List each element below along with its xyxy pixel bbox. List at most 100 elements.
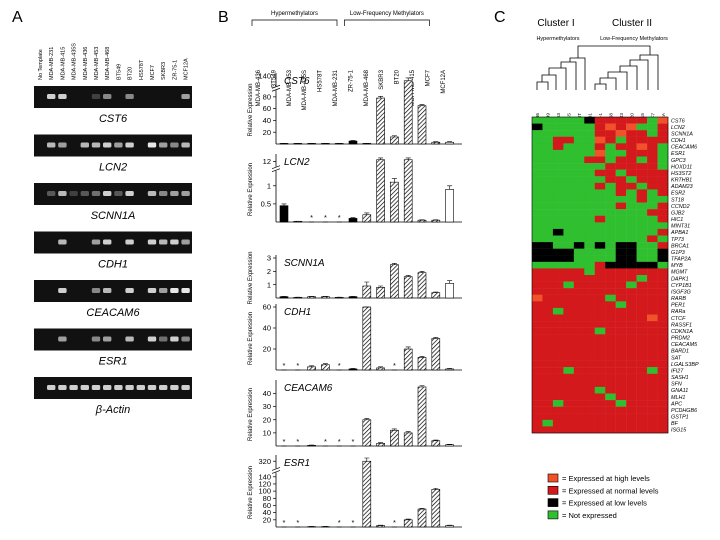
heatmap-cell (552, 380, 564, 388)
heatmap-cell (532, 301, 543, 309)
gel-band (159, 239, 168, 245)
gene-label: MINT31 (671, 224, 690, 230)
heatmap-cell (563, 314, 575, 322)
gel-band (181, 336, 190, 342)
heatmap-cell (552, 367, 564, 374)
heatmap-cell (584, 268, 595, 276)
gel-band (103, 239, 112, 245)
heatmap-cell (657, 360, 669, 368)
heatmap-cell (552, 242, 564, 249)
heatmap-cell (636, 281, 648, 289)
heatmap-cell (647, 294, 658, 302)
heatmap-cell (573, 281, 585, 289)
heatmap-cell (605, 288, 616, 295)
heatmap-cell (657, 117, 669, 124)
gene-label: ESR2 (671, 191, 685, 197)
gene-label: RASSF1 (671, 322, 692, 328)
heatmap-cell (657, 209, 669, 216)
heatmap-cell (657, 419, 669, 427)
axis-break (271, 165, 281, 170)
heatmap-cell (563, 294, 575, 302)
heatmap-cell (605, 123, 616, 131)
heatmap-cell (636, 373, 648, 381)
gel-label: ESR1 (99, 356, 128, 368)
gel-band (114, 191, 123, 196)
heatmap-cell (626, 386, 637, 394)
gel-band (81, 240, 89, 245)
heatmap-cell (594, 406, 606, 414)
gene-label: TFAP2A (671, 257, 691, 263)
heatmap-cell (626, 327, 637, 335)
heatmap-cell (584, 123, 595, 131)
heatmap-cell (584, 222, 595, 230)
y-tick-label: 40 (263, 116, 271, 125)
heatmap-cell (542, 307, 554, 315)
gel-band (148, 94, 156, 99)
heatmap-cell (636, 130, 648, 137)
lane-label: HS578T (139, 59, 145, 80)
heatmap-cell (657, 235, 669, 243)
heatmap-cell (532, 143, 543, 151)
gene-label: ST18 (671, 197, 684, 203)
heatmap-cell (573, 400, 585, 407)
heatmap-cell (594, 275, 606, 282)
not-detected-mark: * (338, 361, 341, 370)
heatmap-cell (605, 354, 616, 361)
heatmap-cell (594, 215, 606, 223)
heatmap-cell (552, 268, 564, 276)
gel-band (91, 239, 101, 245)
gel-band (170, 385, 179, 390)
heatmap-cell (563, 149, 575, 157)
heatmap-cell (647, 176, 658, 184)
heatmap-cell (636, 294, 648, 302)
heatmap-cell (584, 156, 595, 164)
error-bar (447, 368, 453, 369)
heatmap-cell (573, 123, 585, 131)
heatmap-cell (615, 255, 627, 263)
heatmap-cell (584, 169, 595, 177)
gel-band (36, 143, 44, 148)
heatmap-cell (605, 202, 616, 210)
heatmap-cell (636, 235, 648, 243)
heatmap-cell (647, 209, 658, 216)
heatmap-cell (532, 367, 543, 374)
heatmap-cell (563, 189, 575, 197)
gel-band (114, 337, 122, 342)
gel-band (36, 288, 44, 293)
heatmap-cell (647, 242, 658, 249)
y-axis-label: Relative Expression (248, 466, 254, 519)
heatmap-cell (626, 136, 637, 144)
gene-label: CTCF (671, 316, 686, 322)
heatmap-cell (657, 301, 669, 309)
heatmap-cell (657, 347, 669, 355)
heatmap-cell (542, 400, 554, 407)
heatmap-cell (594, 163, 606, 170)
gel-band (58, 336, 67, 342)
gene-label: TP73 (671, 237, 684, 243)
gel-band (181, 288, 190, 293)
heatmap-cell (532, 413, 543, 421)
heatmap-cell (636, 189, 648, 197)
heatmap-cell (605, 189, 616, 197)
gel-band (36, 240, 44, 245)
heatmap-cell (563, 288, 575, 295)
gene-label: LGALS3BP (671, 362, 699, 368)
heatmap-cell (615, 340, 627, 348)
heatmap-cell (563, 248, 575, 256)
bar (431, 141, 441, 145)
heatmap-cell (552, 248, 564, 256)
gel-band (103, 94, 112, 99)
not-detected-mark: * (296, 518, 299, 527)
heatmap-cell (615, 334, 627, 342)
heatmap-cell (542, 235, 554, 243)
heatmap-cell (626, 340, 637, 348)
heatmap-cell (532, 419, 543, 427)
heatmap-cell (594, 235, 606, 243)
gel-band (80, 385, 89, 390)
gel-band (80, 142, 89, 148)
gel-band (170, 239, 179, 245)
heatmap-cell (647, 163, 658, 170)
heatmap-cell (594, 360, 606, 368)
heatmap-cell (594, 400, 606, 407)
gene-label: CDKN1A (671, 329, 693, 335)
